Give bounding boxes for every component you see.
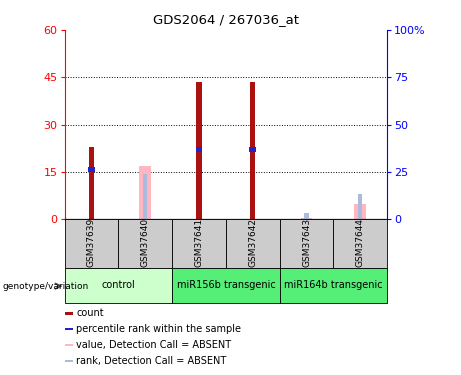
Bar	[172, 268, 280, 303]
Text: GSM37640: GSM37640	[141, 218, 150, 267]
Text: rank, Detection Call = ABSENT: rank, Detection Call = ABSENT	[77, 356, 226, 366]
Bar	[65, 344, 73, 346]
Bar	[355, 204, 366, 219]
Text: GSM37642: GSM37642	[248, 218, 257, 267]
Bar	[280, 219, 333, 268]
Bar	[358, 194, 362, 219]
Text: GSM37641: GSM37641	[195, 218, 203, 267]
Text: control: control	[101, 280, 135, 290]
Bar	[172, 219, 226, 268]
Bar	[65, 312, 73, 315]
Bar	[65, 268, 172, 303]
Text: miR164b transgenic: miR164b transgenic	[284, 280, 383, 290]
Text: GSM37639: GSM37639	[87, 218, 96, 267]
Text: GSM37643: GSM37643	[302, 218, 311, 267]
Text: genotype/variation: genotype/variation	[2, 282, 89, 291]
Bar	[88, 167, 95, 172]
Bar	[333, 219, 387, 268]
Text: value, Detection Call = ABSENT: value, Detection Call = ABSENT	[77, 340, 231, 350]
Bar	[304, 213, 309, 219]
Text: GSM37644: GSM37644	[356, 218, 365, 267]
Text: GDS2064 / 267036_at: GDS2064 / 267036_at	[153, 13, 299, 26]
Bar	[249, 147, 256, 152]
Text: percentile rank within the sample: percentile rank within the sample	[77, 324, 241, 334]
Bar	[301, 218, 313, 219]
Text: miR156b transgenic: miR156b transgenic	[177, 280, 275, 290]
Bar	[118, 219, 172, 268]
Bar	[280, 268, 387, 303]
Text: count: count	[77, 309, 104, 318]
Bar	[226, 219, 280, 268]
Bar	[65, 328, 73, 330]
Bar	[143, 174, 148, 219]
Bar	[89, 147, 94, 219]
Bar	[139, 166, 151, 219]
Bar	[195, 147, 202, 152]
Bar	[65, 360, 73, 362]
Bar	[65, 219, 118, 268]
Bar	[196, 82, 201, 219]
Bar	[250, 82, 255, 219]
